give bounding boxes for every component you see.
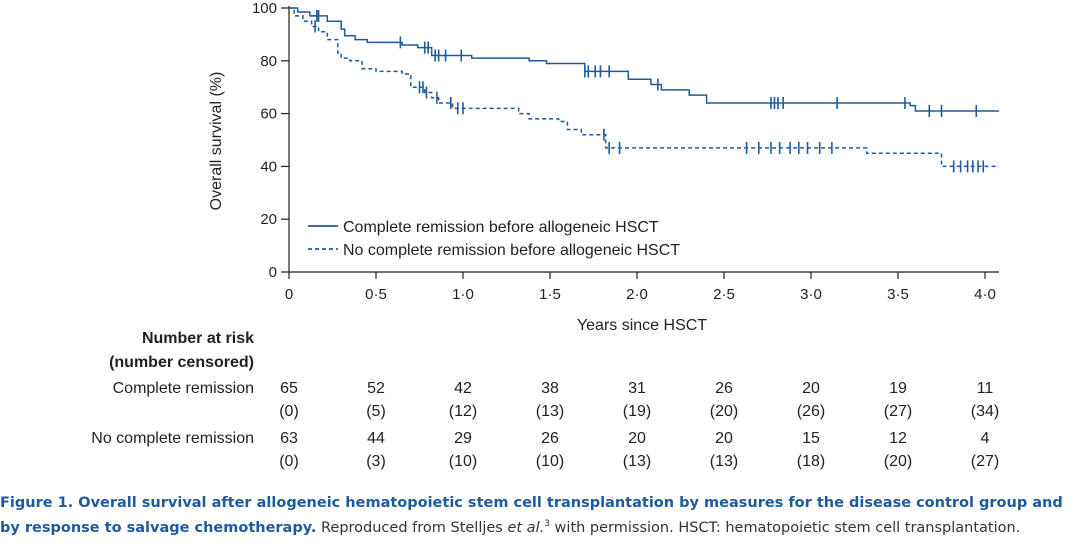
risk-header-2: (number censored) (109, 354, 254, 371)
risk-count: 63 (280, 430, 298, 447)
axes (288, 6, 999, 273)
series-line-complete-remission (289, 7, 999, 112)
y-axis-title: Overall survival (%) (208, 72, 225, 211)
x-tick-label: 2·0 (626, 286, 648, 303)
caption-title: Figure 1. Overall survival after allogen… (0, 495, 1063, 536)
y-tick-label: 80 (260, 53, 277, 70)
x-tick-label: 1·0 (452, 286, 474, 303)
series-line-no-complete-remission (289, 7, 999, 168)
risk-table: Number at risk (number censored) Complet… (91, 330, 999, 470)
risk-count: 42 (454, 380, 472, 397)
risk-censored: (20) (710, 403, 738, 420)
risk-values: 65 52 42 38 31 26 20 19 11 (0) (5) (12) (13) (19) (20)… (279, 380, 999, 470)
x-tick-label: 3·5 (887, 286, 909, 303)
risk-censored: (5) (366, 403, 386, 420)
x-tick-label: 1·5 (539, 286, 561, 303)
risk-count: 65 (280, 380, 298, 397)
km-chart: 0 20 40 60 80 100 0 0·5 1·0 1·5 2·0 2·5 3·0 3·5 4·0 Ov… (91, 0, 999, 470)
legend-label-ncr: No complete remission before allogeneic … (343, 242, 680, 259)
x-tick-label: 0·5 (365, 286, 387, 303)
risk-count: 15 (802, 430, 820, 447)
risk-censored: (10) (536, 453, 564, 470)
legend: Complete remission before allogeneic HSC… (308, 219, 680, 259)
caption-text-2: with permission. HSCT: hematopoietic ste… (549, 519, 1021, 536)
y-tick-label: 60 (260, 106, 277, 123)
caption-italic: et al. (507, 519, 545, 536)
risk-censored: (3) (366, 453, 386, 470)
risk-count: 26 (715, 380, 733, 397)
y-tick-label: 40 (260, 158, 277, 175)
risk-count: 4 (981, 430, 990, 447)
risk-censored: (20) (884, 453, 912, 470)
caption-text-1: Reproduced from Stelljes (316, 519, 508, 536)
risk-censored: (10) (449, 453, 477, 470)
series-layer (289, 7, 999, 168)
risk-count: 20 (628, 430, 646, 447)
risk-censored: (34) (971, 403, 999, 420)
legend-label-cr: Complete remission before allogeneic HSC… (343, 219, 659, 236)
ticks: 0 20 40 60 80 100 0 0·5 1·0 1·5 2·0 2·5 3·0 3·5 4·0 (252, 0, 996, 303)
risk-censored: (0) (279, 403, 299, 420)
x-tick-label: 2·5 (713, 286, 735, 303)
risk-censored: (19) (623, 403, 651, 420)
y-tick-label: 100 (252, 0, 277, 17)
x-tick-label: 4·0 (974, 286, 996, 303)
risk-header-1: Number at risk (142, 330, 254, 347)
risk-count: 29 (454, 430, 472, 447)
y-tick-label: 0 (269, 264, 277, 281)
risk-row-label-ncr: No complete remission (91, 430, 254, 447)
x-tick-label: 3·0 (800, 286, 822, 303)
risk-censored: (13) (710, 453, 738, 470)
risk-count: 11 (977, 380, 994, 397)
y-tick-label: 20 (260, 211, 277, 228)
risk-count: 38 (541, 380, 559, 397)
figure-caption: Figure 1. Overall survival after allogen… (0, 493, 1080, 539)
risk-censored: (26) (797, 403, 825, 420)
risk-count: 31 (628, 380, 646, 397)
risk-censored: (18) (797, 453, 825, 470)
risk-censored: (0) (279, 453, 299, 470)
risk-count: 19 (889, 380, 907, 397)
risk-row-label-cr: Complete remission (113, 380, 254, 397)
risk-censored: (13) (623, 453, 651, 470)
risk-censored: (27) (884, 403, 912, 420)
risk-censored: (13) (536, 403, 564, 420)
caption-ref: 3 (544, 519, 550, 529)
censor-marks (314, 9, 985, 173)
x-axis-title: Years since HSCT (577, 317, 707, 334)
risk-count: 20 (802, 380, 820, 397)
risk-censored: (27) (971, 453, 999, 470)
risk-count: 52 (367, 380, 385, 397)
risk-count: 20 (715, 430, 733, 447)
risk-censored: (12) (449, 403, 477, 420)
x-tick-label: 0 (285, 286, 293, 303)
risk-count: 12 (889, 430, 907, 447)
risk-count: 44 (367, 430, 385, 447)
risk-count: 26 (541, 430, 559, 447)
